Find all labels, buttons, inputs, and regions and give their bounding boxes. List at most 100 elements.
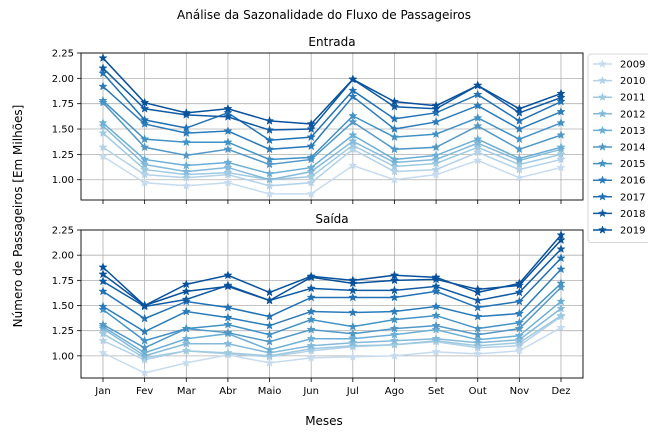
data-point <box>473 334 483 344</box>
data-point <box>556 154 566 164</box>
x-tick-label: Dez <box>551 386 570 397</box>
data-point <box>264 180 275 190</box>
data-point <box>348 160 358 170</box>
series-line <box>102 239 562 307</box>
data-point <box>431 164 441 174</box>
data-point <box>264 347 275 357</box>
data-point <box>306 306 316 316</box>
data-point <box>389 132 400 142</box>
data-point <box>348 321 358 331</box>
data-point <box>139 335 150 345</box>
data-point <box>139 164 150 174</box>
data-point <box>473 287 483 297</box>
data-point <box>514 317 525 327</box>
data-point <box>514 103 525 113</box>
axes-frame <box>80 229 584 379</box>
legend-marker <box>598 59 607 68</box>
data-point <box>514 172 525 182</box>
legend-marker <box>598 208 607 218</box>
data-point <box>389 124 400 134</box>
data-point <box>139 114 150 124</box>
data-point <box>389 270 400 280</box>
data-point <box>348 130 358 140</box>
data-point <box>348 85 358 95</box>
data-point <box>181 306 191 316</box>
data-point <box>264 287 275 297</box>
y-tick-label: 1.50 <box>52 125 74 136</box>
data-point <box>264 357 275 367</box>
data-point <box>389 314 400 324</box>
data-point <box>98 95 108 105</box>
data-point <box>473 323 483 333</box>
data-point <box>473 340 483 350</box>
data-point <box>556 96 566 106</box>
data-point <box>139 103 150 113</box>
data-point <box>348 328 358 338</box>
data-point <box>348 333 358 343</box>
data-point <box>348 278 358 288</box>
data-point <box>139 154 150 164</box>
data-point <box>473 155 483 165</box>
data-point <box>139 368 150 377</box>
data-point <box>139 134 150 144</box>
data-point <box>514 323 525 333</box>
data-point <box>181 172 191 182</box>
data-point <box>98 328 108 338</box>
data-point <box>473 100 483 110</box>
data-point <box>223 103 233 113</box>
legend-label: 2014 <box>620 143 645 154</box>
data-point <box>514 107 525 117</box>
data-point <box>306 283 316 293</box>
data-point <box>264 144 275 154</box>
chart-title: Entrada <box>308 35 355 49</box>
y-tick-label: 1.75 <box>52 99 74 110</box>
data-point <box>431 107 441 117</box>
x-tick-label: Out <box>469 386 487 397</box>
data-point <box>264 329 275 339</box>
data-point <box>556 142 566 152</box>
figure-xlabel: Meses <box>305 414 343 428</box>
data-point <box>431 169 441 179</box>
data-point <box>306 166 316 176</box>
data-point <box>181 323 191 333</box>
data-point <box>389 285 400 295</box>
data-point <box>389 166 400 176</box>
data-point <box>389 154 400 164</box>
data-point <box>181 123 191 133</box>
data-point <box>306 177 316 187</box>
data-point <box>431 129 441 139</box>
legend-label: 2013 <box>620 126 645 137</box>
series-line <box>102 234 562 307</box>
data-point <box>264 189 275 198</box>
data-point <box>431 310 441 320</box>
data-point <box>473 329 483 339</box>
legend-marker <box>598 109 607 118</box>
data-point <box>98 262 108 272</box>
data-point <box>223 270 233 280</box>
data-point <box>306 340 316 350</box>
data-point <box>431 320 441 330</box>
data-point <box>473 138 483 148</box>
data-point <box>223 111 233 121</box>
data-point <box>473 80 483 90</box>
data-point <box>139 342 150 352</box>
legend-label: 2018 <box>620 209 645 220</box>
y-tick-label: 2.00 <box>52 251 74 262</box>
data-point <box>514 340 525 350</box>
legend-marker <box>598 225 607 234</box>
legend-label: 2019 <box>620 226 645 237</box>
series-line <box>102 257 562 320</box>
series-line <box>102 125 562 181</box>
chart-saida: Saída 1.00 1.25 1.50 1.75 2.00 2.25 Jan Fev Mar Ab… <box>52 212 584 397</box>
data-point <box>264 159 275 169</box>
series-line <box>102 307 562 357</box>
data-point <box>139 326 150 336</box>
x-tick-label: Jul <box>346 386 359 397</box>
data-point <box>264 135 275 145</box>
data-point <box>431 272 441 282</box>
data-point <box>431 100 441 110</box>
data-point <box>181 107 191 117</box>
data-point <box>514 337 525 347</box>
data-point <box>514 330 525 340</box>
y-tick-label: 2.25 <box>52 226 74 237</box>
